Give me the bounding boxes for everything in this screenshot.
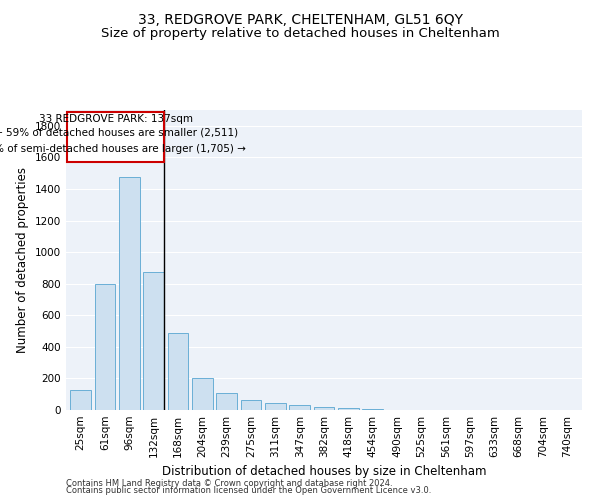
X-axis label: Distribution of detached houses by size in Cheltenham: Distribution of detached houses by size … — [162, 466, 486, 478]
Text: 40% of semi-detached houses are larger (1,705) →: 40% of semi-detached houses are larger (… — [0, 144, 245, 154]
Bar — [119, 177, 140, 410]
Text: Contains public sector information licensed under the Open Government Licence v3: Contains public sector information licen… — [66, 486, 431, 495]
Text: Size of property relative to detached houses in Cheltenham: Size of property relative to detached ho… — [101, 28, 499, 40]
Bar — [70, 390, 91, 410]
Bar — [265, 404, 286, 410]
Text: ← 59% of detached houses are smaller (2,511): ← 59% of detached houses are smaller (2,… — [0, 128, 238, 138]
Bar — [192, 378, 212, 410]
Bar — [241, 400, 262, 410]
Text: Contains HM Land Registry data © Crown copyright and database right 2024.: Contains HM Land Registry data © Crown c… — [66, 478, 392, 488]
Bar — [362, 409, 383, 410]
Bar — [95, 284, 115, 410]
Y-axis label: Number of detached properties: Number of detached properties — [16, 167, 29, 353]
Bar — [216, 394, 237, 410]
Bar — [314, 406, 334, 410]
Bar — [167, 332, 188, 410]
Bar — [143, 272, 164, 410]
Bar — [67, 112, 164, 162]
Text: 33, REDGROVE PARK, CHELTENHAM, GL51 6QY: 33, REDGROVE PARK, CHELTENHAM, GL51 6QY — [137, 12, 463, 26]
Text: 33 REDGROVE PARK: 137sqm: 33 REDGROVE PARK: 137sqm — [38, 114, 193, 124]
Bar — [289, 406, 310, 410]
Bar — [338, 408, 359, 410]
